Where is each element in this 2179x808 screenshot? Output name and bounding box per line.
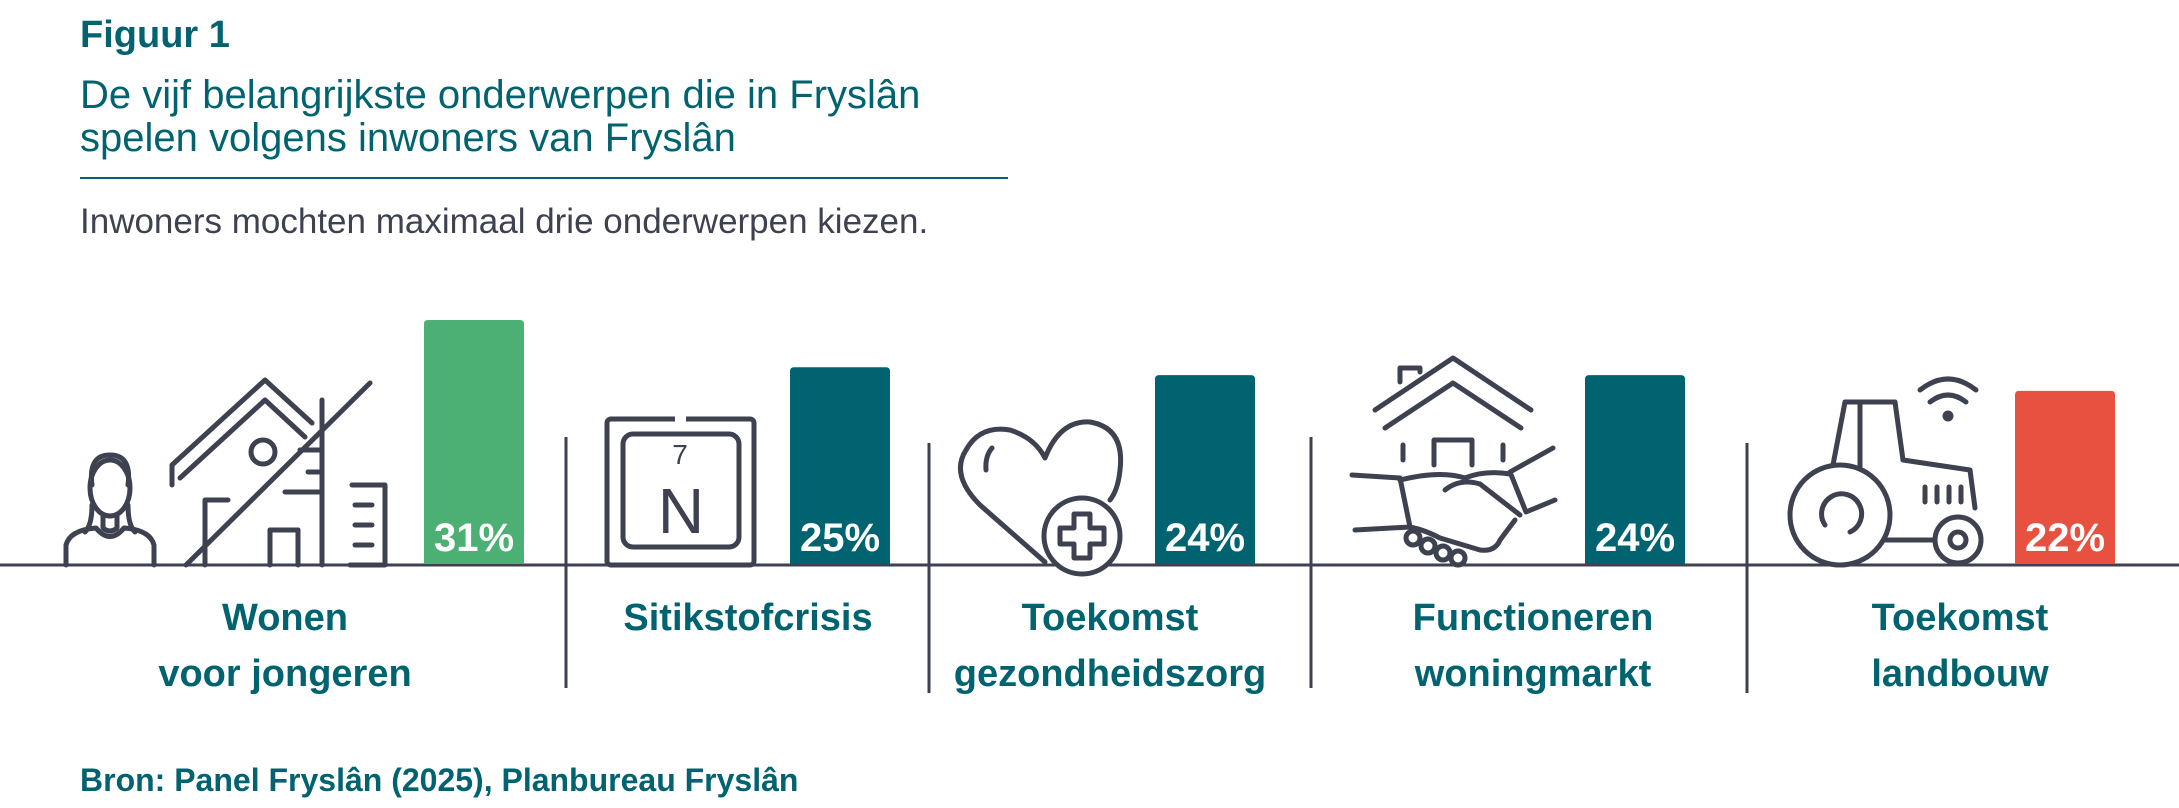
category-label-3-line-2: gezondheidszorg bbox=[953, 653, 1267, 695]
bar-value-label-3: 24% bbox=[1165, 516, 1245, 560]
bars: 31% 25% 24% 24% 22% bbox=[424, 320, 2115, 564]
house-handshake-icon bbox=[1349, 355, 1558, 568]
bar-5 bbox=[2015, 390, 2115, 564]
chart-title-line-2: spelen volgens inwoners van Fryslân bbox=[80, 116, 736, 160]
category-label-5-line-1: Toekomst bbox=[1871, 597, 2049, 639]
category-label-1: Wonen voor jongeren bbox=[85, 590, 485, 702]
category-label-5-line-2: landbouw bbox=[1871, 653, 2049, 695]
person-icon bbox=[63, 452, 157, 568]
category-label-4: Functioneren woningmarkt bbox=[1333, 590, 1733, 702]
chart-subtitle: Inwoners mochten maximaal drie onderwerp… bbox=[80, 202, 929, 241]
bar-value-label-5: 22% bbox=[2025, 516, 2105, 560]
category-label-1-line-2: voor jongeren bbox=[158, 653, 412, 695]
chart-title: De vijf belangrijkste onderwerpen die in… bbox=[80, 74, 1020, 160]
separator-lines bbox=[564, 437, 1749, 693]
bar-1 bbox=[424, 320, 524, 564]
bar-3 bbox=[1155, 375, 1255, 564]
bar-2 bbox=[790, 367, 890, 564]
category-label-4-line-2: woningmarkt bbox=[1414, 653, 1652, 695]
category-label-1-line-1: Wonen bbox=[222, 597, 348, 639]
bar-value-label-1: 31% bbox=[434, 516, 514, 560]
nitrogen-element-icon: 7 N bbox=[604, 415, 757, 568]
category-label-3: Toekomst gezondheidszorg bbox=[910, 590, 1310, 702]
chart-title-line-1: De vijf belangrijkste onderwerpen die in… bbox=[80, 73, 921, 117]
heart-health-icon bbox=[957, 419, 1124, 577]
svg-text:7: 7 bbox=[672, 439, 688, 470]
figure-label: Figuur 1 bbox=[80, 14, 230, 56]
category-label-2: Sitikstofcrisis bbox=[548, 590, 948, 646]
bar-value-label-2: 25% bbox=[800, 516, 880, 560]
category-label-3-line-1: Toekomst bbox=[1021, 597, 1199, 639]
source-note: Bron: Panel Fryslân (2025), Planbureau F… bbox=[80, 762, 799, 798]
svg-text:N: N bbox=[658, 475, 704, 547]
bar-value-label-4: 24% bbox=[1595, 516, 1675, 560]
category-label-2-line-1: Sitikstofcrisis bbox=[623, 597, 873, 639]
category-label-5: Toekomst landbouw bbox=[1760, 590, 2160, 702]
category-label-4-line-1: Functioneren bbox=[1412, 597, 1654, 639]
bar-4 bbox=[1585, 375, 1685, 564]
title-underline bbox=[80, 177, 1008, 179]
smart-tractor-icon bbox=[1787, 376, 1984, 568]
housing-icon bbox=[169, 377, 388, 568]
